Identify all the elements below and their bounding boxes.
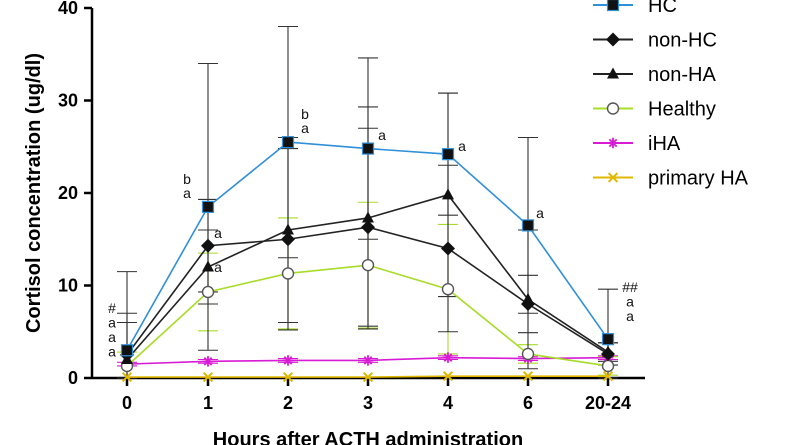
annotation-label: a (458, 138, 466, 154)
data-point-healthy (521, 347, 535, 361)
data-point-primary-ha (442, 371, 454, 382)
annotation-label: a (183, 185, 191, 201)
data-point-primary-ha (282, 371, 294, 383)
y-tick-label: 10 (58, 276, 78, 296)
data-point-non-hc (361, 220, 375, 235)
data-point-primary-ha (362, 371, 374, 383)
legend-entry-iha: iHA (648, 133, 681, 155)
legend-entry-primary-ha: primary HA (648, 168, 749, 190)
legend-marker (607, 67, 619, 79)
data-point-healthy (601, 359, 615, 373)
data-point-hc (361, 142, 375, 155)
data-point-hc (441, 148, 455, 161)
data-point-hc (201, 200, 215, 213)
annotation-label: a (108, 344, 116, 360)
legend-marker (607, 172, 619, 183)
data-point-iha (282, 355, 294, 366)
data-point-non-ha (202, 260, 214, 272)
y-axis-title: Cortisol concentration (ug/dl) (23, 53, 45, 333)
annotation-label: a (378, 127, 386, 143)
legend-marker (606, 0, 620, 12)
annotation-label: a (626, 294, 634, 310)
axes: 0 10 20 30 40 0 1 2 3 4 6 20-24 (58, 0, 645, 413)
legend-marker (606, 102, 620, 115)
data-point-hc (120, 344, 134, 357)
data-point-primary-ha (522, 371, 534, 382)
x-tick-label: 4 (443, 393, 453, 413)
data-point-iha (442, 352, 454, 363)
data-point-non-hc (441, 241, 455, 256)
annotation-label: a (214, 259, 222, 275)
x-tick-label: 0 (122, 393, 132, 413)
legend-marker (606, 32, 620, 47)
x-tick-label: 3 (363, 393, 373, 413)
data-point-primary-ha (602, 371, 614, 382)
data-point-healthy (441, 283, 455, 296)
data-point-healthy (281, 267, 295, 280)
legend-marker (607, 137, 619, 149)
data-point-non-ha (362, 211, 374, 223)
annotation-label: a (214, 225, 222, 241)
error-bars (117, 25, 618, 379)
data-point-healthy (361, 258, 375, 272)
legend-entry-hc: HC (648, 0, 677, 17)
annotation-label: # (108, 300, 116, 316)
data-point-hc (521, 219, 535, 232)
x-tick-label: 20-24 (585, 393, 631, 413)
annotation-label: ## (622, 279, 638, 295)
annotation-label: a (536, 205, 544, 221)
annotation-label: a (108, 315, 116, 331)
legend: HC non-HC non-HA Healthy iHA primary HA (593, 0, 749, 190)
legend-entry-healthy: Healthy (648, 99, 716, 121)
annotation-label: b (183, 171, 191, 187)
data-point-primary-ha (202, 371, 214, 383)
legend-entry-non-hc: non-HC (648, 30, 717, 52)
x-tick-label: 1 (203, 393, 213, 413)
x-tick-label: 2 (283, 393, 293, 413)
data-point-iha (362, 355, 374, 366)
data-point-hc (601, 333, 615, 346)
annotation-label: a (626, 308, 634, 324)
data-point-non-hc (521, 297, 535, 311)
y-tick-label: 30 (58, 91, 78, 111)
data-point-non-hc (201, 238, 215, 253)
data-point-non-hc (281, 232, 295, 247)
annotation-label: b (301, 106, 309, 122)
data-point-non-hc (601, 346, 615, 361)
data-point-non-ha (442, 188, 454, 200)
annotation-label: a (301, 120, 309, 136)
y-tick-label: 20 (58, 183, 78, 203)
data-point-primary-ha (121, 371, 133, 383)
data-point-hc (281, 136, 295, 149)
data-point-iha (202, 356, 214, 367)
annotation-label: a (108, 329, 116, 345)
x-axis-title: Hours after ACTH administration (213, 429, 523, 445)
series-markers (120, 136, 615, 383)
data-point-healthy (201, 285, 215, 299)
legend-entry-non-ha: non-HA (648, 64, 716, 86)
x-tick-label: 6 (523, 393, 533, 413)
y-tick-label: 0 (68, 368, 78, 388)
data-point-non-ha (282, 223, 294, 235)
y-tick-label: 40 (58, 0, 78, 18)
